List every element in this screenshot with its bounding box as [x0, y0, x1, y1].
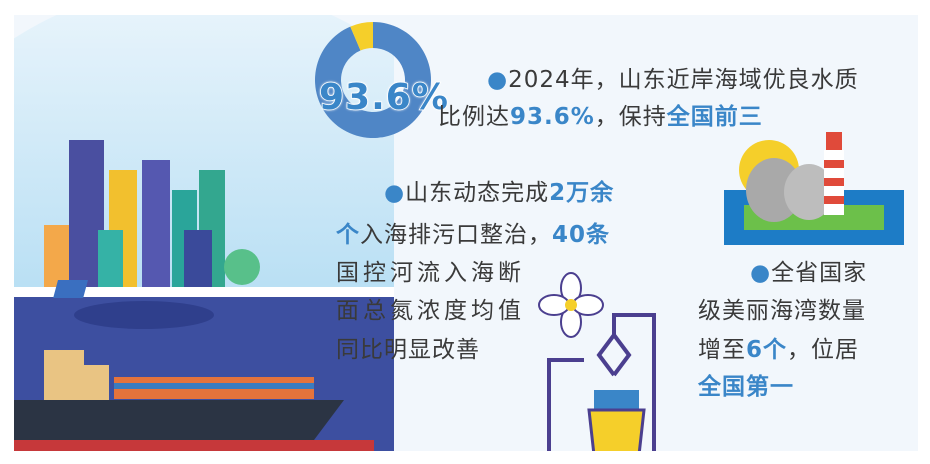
- para2-line5: 同比明显改善: [336, 337, 480, 363]
- crane-ship-icon: [547, 313, 656, 451]
- highlight: 6个: [746, 337, 788, 363]
- bullet-icon: ●: [750, 260, 772, 286]
- propeller-icon: [538, 272, 604, 338]
- para2-line3: 国控河流入海断: [336, 260, 525, 286]
- highlight: 40条: [552, 222, 611, 248]
- para3-line4: 全国第一: [698, 372, 794, 402]
- para3-line1: ●全省国家: [750, 258, 867, 288]
- text: 入海排污口整治，: [360, 222, 552, 248]
- text: ，保持: [594, 104, 667, 130]
- donut-slice-main: [315, 22, 431, 138]
- para1-line2: 比例达93.6%，保持全国前三: [438, 102, 763, 132]
- text: 全省国家: [771, 260, 868, 286]
- donut-label: 93.6%: [318, 76, 449, 119]
- highlight: 全国第一: [698, 374, 794, 400]
- highlight: 全国前三: [666, 104, 763, 130]
- highlight: 个: [336, 222, 360, 248]
- text: 山东动态完成: [405, 180, 550, 206]
- donut-chart: [315, 22, 431, 138]
- para2-line4: 面总氮浓度均值: [336, 298, 525, 324]
- infographic: 93.6% ●2024年，山东近岸海域优良水质 比例达93.6%，保持全国前三 …: [14, 15, 918, 451]
- donut-slice-rest: [350, 22, 373, 51]
- para3-line3: 增至6个，位居: [698, 335, 859, 365]
- text: 比例达: [438, 104, 510, 130]
- text: ，位居: [787, 337, 860, 363]
- para1-line1: ●2024年，山东近岸海域优良水质: [487, 65, 859, 95]
- text: 增至: [698, 337, 746, 363]
- cargo-ship-icon: [14, 350, 374, 451]
- highlight: 93.6%: [510, 104, 595, 130]
- para3-line2: 级美丽海湾数量: [698, 298, 866, 324]
- bullet-icon: ●: [487, 67, 509, 93]
- text: 2024年，山东近岸海域优良水质: [508, 67, 859, 93]
- lighthouse-island-icon: [724, 132, 904, 245]
- bullet-icon: ●: [384, 180, 406, 206]
- para2-line2: 个入海排污口整治，40条: [336, 220, 610, 250]
- para2-line1: ●山东动态完成2万余: [384, 178, 614, 208]
- highlight: 2万余: [549, 180, 615, 206]
